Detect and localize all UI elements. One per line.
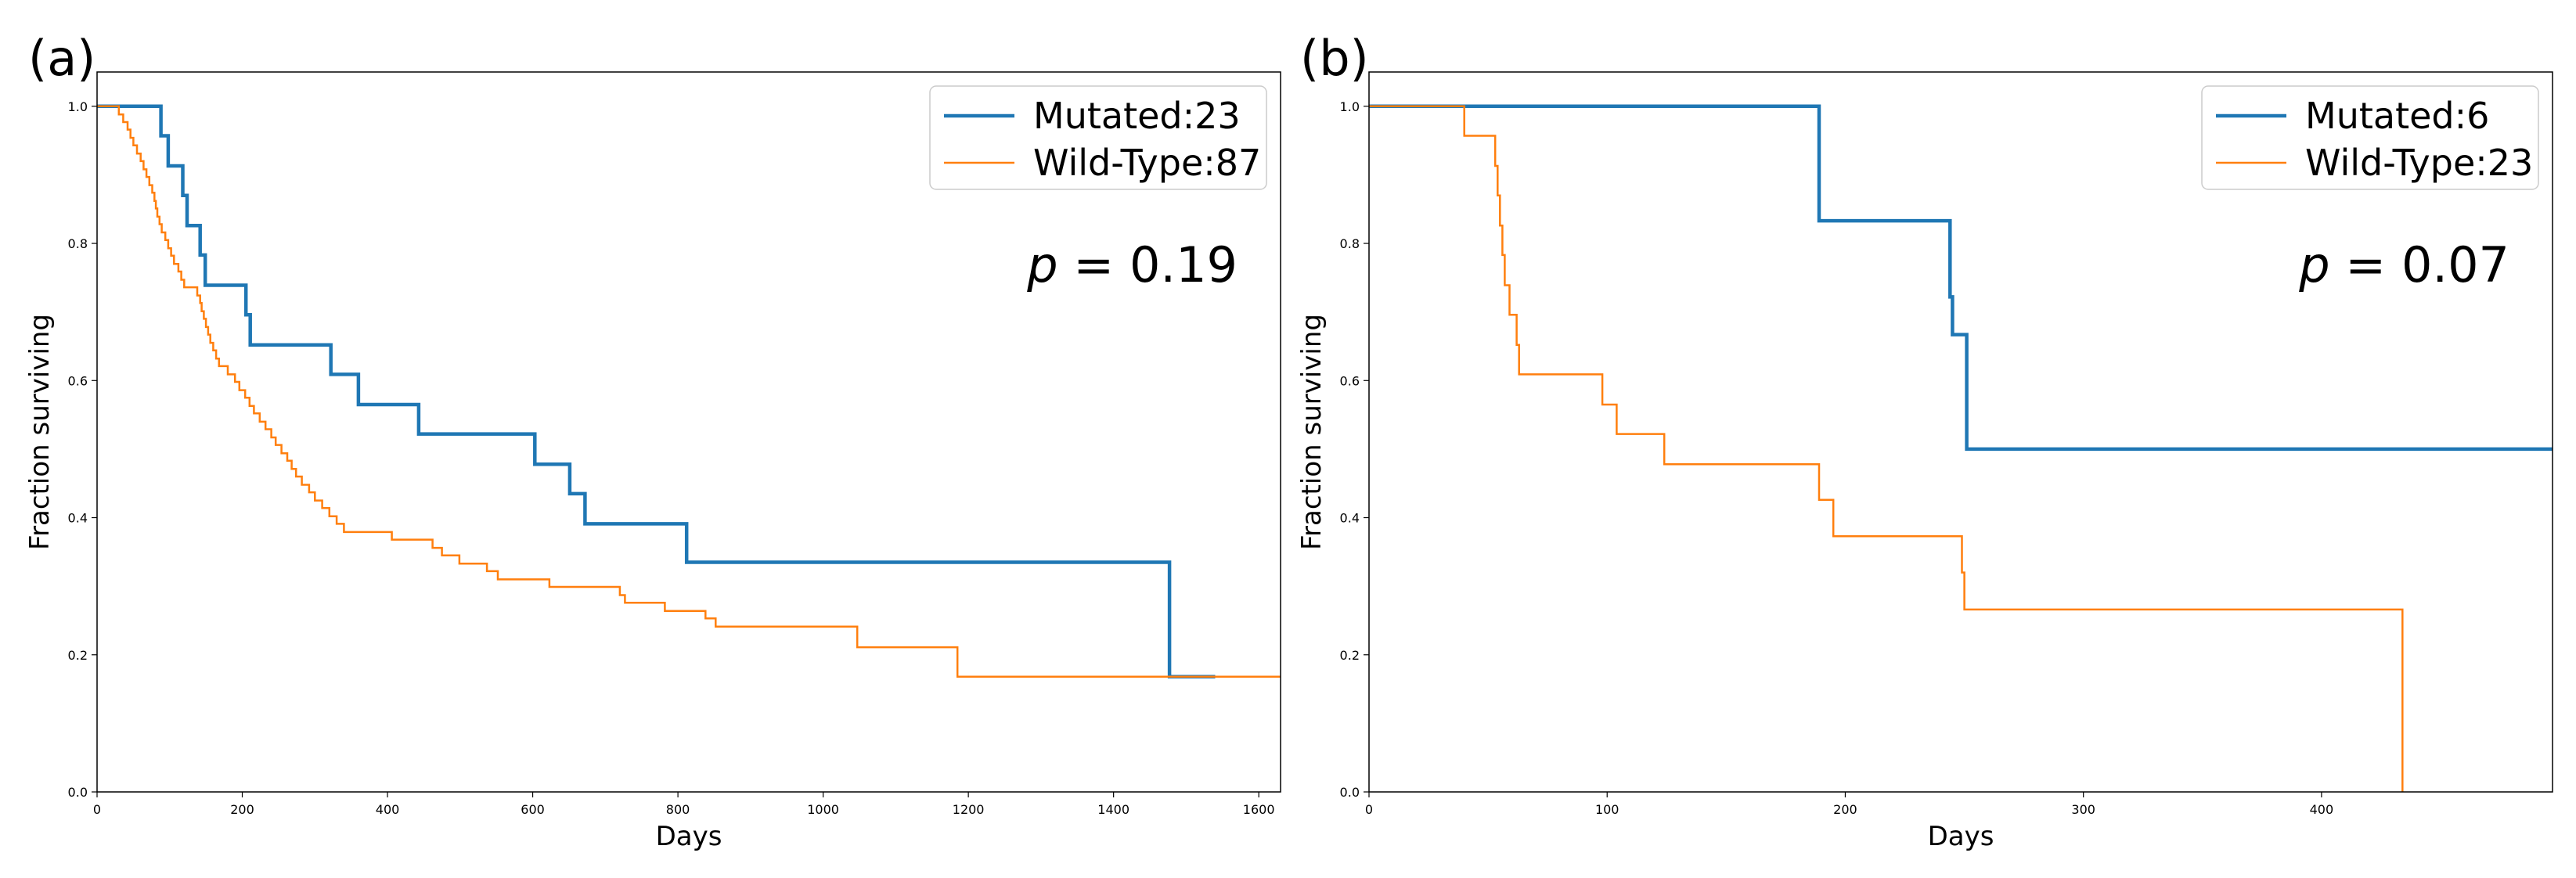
y-tick-label: 1.0: [1340, 99, 1360, 114]
x-axis-label: Days: [1928, 821, 1994, 852]
legend: Mutated:23 Wild-Type:87: [929, 85, 1267, 190]
x-tick-label: 0: [1365, 802, 1373, 817]
legend: Mutated:6 Wild-Type:23: [2201, 85, 2539, 190]
y-tick-label: 0.8: [68, 236, 88, 251]
y-axis-label: Fraction surviving: [24, 314, 56, 550]
panel-label: (a): [28, 30, 95, 87]
y-tick-label: 0.4: [1340, 511, 1360, 526]
y-tick-label: 0.0: [1340, 785, 1360, 800]
x-tick-label: 1400: [1097, 802, 1129, 817]
x-tick-label: 200: [1833, 802, 1857, 817]
legend-entry: Wild-Type:23: [2305, 142, 2533, 184]
panel-b: (b) 0 100 200 300 400 0.0 0.2 0.4 0.6 0.8 1.0 Days Fr…: [1296, 30, 2553, 852]
y-tick-label: 0.4: [68, 511, 88, 526]
p-value-annotation: p = 0.19: [1026, 236, 1238, 293]
x-tick-label: 800: [666, 802, 690, 817]
x-tick-label: 400: [2310, 802, 2334, 817]
series-line-mutated: [97, 104, 1216, 679]
x-tick-label: 1000: [807, 802, 839, 817]
p-symbol: p: [1026, 236, 1057, 293]
y-tick-label: 0.2: [1340, 648, 1360, 663]
x-tick-label: 1200: [953, 802, 985, 817]
y-tick-label: 1.0: [68, 99, 88, 114]
x-tick-label: 400: [376, 802, 400, 817]
x-axis-label: Days: [656, 821, 722, 852]
x-tick-label: 1600: [1243, 802, 1275, 817]
p-value-annotation: p = 0.07: [2298, 236, 2509, 293]
y-tick-label: 0.6: [68, 373, 88, 388]
x-tick-label: 600: [521, 802, 545, 817]
y-tick-label: 0.6: [1340, 373, 1360, 388]
panel-label: (b): [1300, 30, 1369, 87]
p-symbol: p: [2298, 236, 2329, 293]
p-value: = 0.19: [1058, 236, 1238, 293]
series-line-wild-type: [97, 105, 1281, 678]
x-tick-label: 200: [230, 802, 254, 817]
legend-entry: Wild-Type:87: [1033, 142, 1261, 184]
x-tick-label: 300: [2071, 802, 2095, 817]
panel-a: (a) 0 200 400 600 800 1000 1200 1400 1600 0.0 0.2 0.…: [24, 30, 1281, 852]
series-line-mutated: [1369, 104, 2553, 452]
y-axis-label: Fraction surviving: [1296, 314, 1328, 550]
x-tick-label: 0: [93, 802, 101, 817]
p-value: = 0.07: [2330, 236, 2509, 293]
x-tick-label: 100: [1595, 802, 1619, 817]
plot-frame: [1368, 71, 2553, 793]
legend-entry: Mutated:6: [2305, 95, 2489, 137]
y-tick-label: 0.8: [1340, 236, 1360, 251]
y-tick-label: 0.2: [68, 648, 88, 663]
series-line-wild-type: [1369, 105, 2404, 792]
legend-entry: Mutated:23: [1033, 95, 1241, 137]
y-tick-label: 0.0: [68, 785, 88, 800]
plot-frame: [96, 71, 1281, 793]
